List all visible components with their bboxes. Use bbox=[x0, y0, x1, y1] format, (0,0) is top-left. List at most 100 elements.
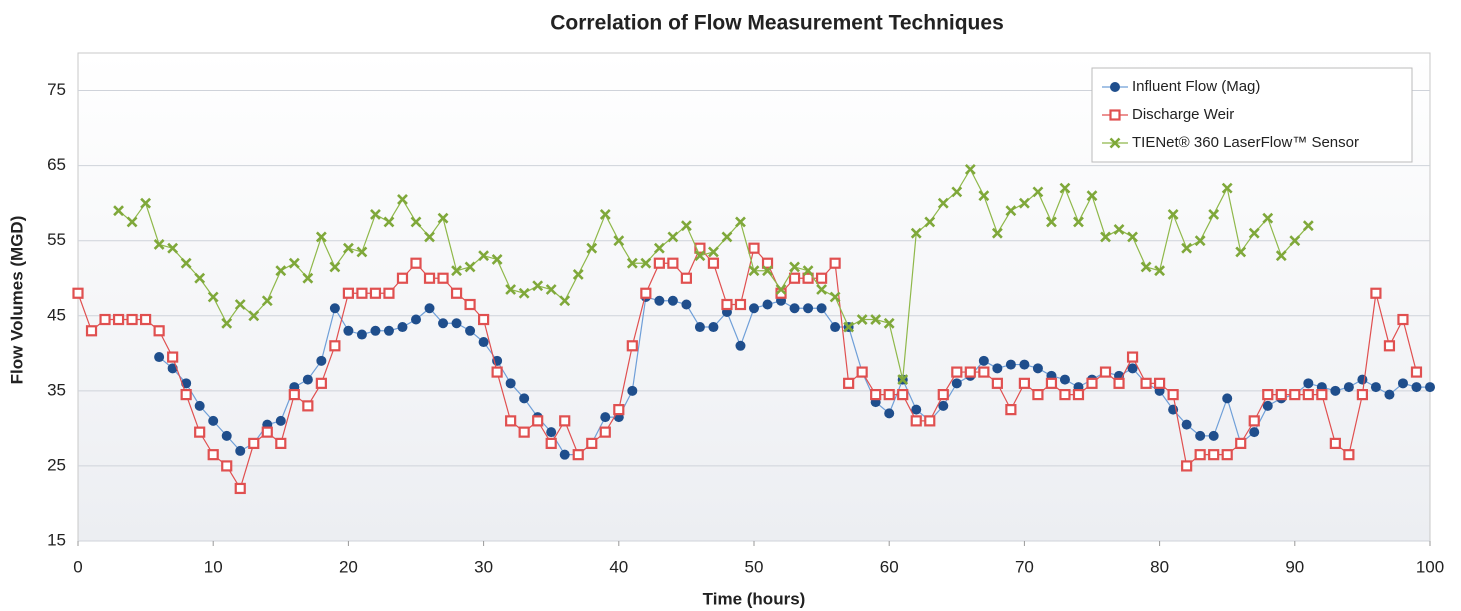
data-point bbox=[816, 284, 828, 295]
data-point bbox=[789, 261, 800, 273]
legend-marker bbox=[1110, 82, 1120, 92]
data-point bbox=[626, 257, 638, 269]
data-point bbox=[991, 377, 1003, 389]
data-point bbox=[180, 257, 192, 269]
data-point bbox=[275, 437, 287, 449]
data-point bbox=[545, 284, 557, 295]
data-point bbox=[1275, 389, 1287, 401]
data-point bbox=[1181, 419, 1192, 430]
data-point bbox=[911, 404, 922, 415]
series bbox=[72, 242, 1423, 495]
data-point bbox=[721, 298, 733, 311]
data-point bbox=[1343, 382, 1354, 393]
data-point bbox=[519, 393, 530, 404]
data-point bbox=[208, 415, 219, 426]
data-point bbox=[951, 378, 962, 389]
data-point bbox=[505, 378, 516, 389]
data-point bbox=[680, 272, 693, 284]
data-point bbox=[1019, 359, 1030, 370]
data-point bbox=[803, 303, 814, 314]
data-point bbox=[315, 377, 327, 389]
data-point bbox=[978, 355, 989, 366]
data-point bbox=[1153, 377, 1166, 389]
data-point bbox=[112, 313, 125, 326]
data-point bbox=[464, 298, 476, 311]
data-point bbox=[478, 313, 490, 326]
data-point bbox=[599, 208, 611, 220]
data-point bbox=[707, 257, 720, 269]
data-point bbox=[1032, 389, 1044, 401]
data-point bbox=[1154, 265, 1166, 277]
data-point bbox=[951, 186, 963, 198]
data-point bbox=[1275, 250, 1287, 262]
data-point bbox=[356, 287, 368, 299]
data-point bbox=[1005, 404, 1017, 416]
data-point bbox=[586, 437, 598, 449]
data-point bbox=[275, 265, 287, 277]
data-point bbox=[694, 322, 705, 333]
data-point bbox=[261, 426, 273, 438]
data-point bbox=[383, 287, 395, 299]
data-point bbox=[1208, 430, 1219, 441]
data-point bbox=[883, 317, 895, 329]
data-point bbox=[721, 231, 733, 243]
data-point bbox=[897, 389, 909, 401]
data-point bbox=[924, 216, 936, 228]
data-point bbox=[1005, 359, 1016, 370]
data-point bbox=[572, 449, 584, 461]
data-point bbox=[735, 340, 746, 351]
data-point bbox=[734, 298, 747, 311]
data-point bbox=[356, 329, 367, 340]
data-point bbox=[586, 242, 598, 254]
data-point bbox=[1370, 287, 1382, 299]
legend-label: Discharge Weir bbox=[1132, 106, 1234, 123]
data-point bbox=[302, 400, 314, 412]
data-point bbox=[1221, 182, 1233, 194]
data-point bbox=[518, 287, 530, 299]
data-point bbox=[910, 415, 922, 427]
chart-title: Correlation of Flow Measurement Techniqu… bbox=[550, 12, 1004, 35]
data-point bbox=[1086, 377, 1098, 389]
data-point bbox=[315, 231, 327, 243]
data-point bbox=[748, 265, 760, 277]
data-point bbox=[992, 363, 1003, 374]
data-point bbox=[343, 325, 354, 336]
data-point bbox=[1018, 377, 1031, 389]
data-point bbox=[1140, 261, 1152, 273]
data-point bbox=[1073, 216, 1084, 228]
data-point bbox=[438, 318, 449, 329]
data-point bbox=[937, 197, 949, 209]
data-point bbox=[897, 374, 909, 386]
data-point bbox=[1357, 374, 1368, 385]
data-point bbox=[545, 437, 557, 449]
data-point bbox=[207, 449, 219, 461]
data-point bbox=[667, 231, 679, 243]
data-point bbox=[1127, 231, 1138, 243]
data-point bbox=[870, 389, 882, 401]
data-point bbox=[464, 261, 476, 273]
data-point bbox=[1262, 212, 1274, 224]
data-point bbox=[1303, 378, 1314, 389]
data-point bbox=[1181, 460, 1193, 472]
data-point bbox=[1289, 389, 1301, 401]
data-point bbox=[600, 412, 611, 423]
data-point bbox=[181, 378, 192, 389]
series bbox=[113, 163, 1314, 386]
data-point bbox=[978, 190, 990, 202]
data-point bbox=[1099, 366, 1112, 378]
data-point bbox=[640, 287, 652, 299]
data-point bbox=[140, 313, 152, 326]
data-point bbox=[1100, 231, 1111, 243]
data-point bbox=[991, 227, 1003, 239]
data-point bbox=[505, 284, 517, 295]
data-point bbox=[1208, 208, 1220, 220]
data-point bbox=[1397, 313, 1409, 326]
data-point bbox=[437, 212, 449, 224]
data-point bbox=[1249, 427, 1260, 438]
data-point bbox=[99, 313, 111, 326]
data-point bbox=[424, 303, 435, 314]
data-point bbox=[1262, 389, 1274, 401]
legend-label: TIENet® 360 LaserFlow™ Sensor bbox=[1132, 134, 1359, 151]
data-point bbox=[369, 287, 382, 299]
data-point bbox=[1059, 389, 1071, 401]
